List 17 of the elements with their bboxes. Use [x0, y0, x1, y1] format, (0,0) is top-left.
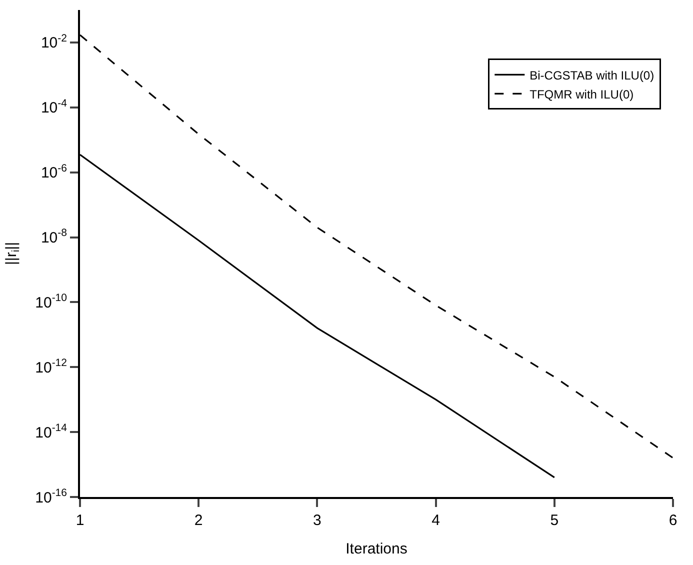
- x-tick-label: 5: [550, 512, 559, 529]
- x-tick-label: 1: [76, 512, 84, 529]
- x-tick-label: 6: [668, 512, 678, 529]
- legend-label: Bi-CGSTAB with ILU(0): [530, 68, 654, 82]
- y-tick-label: 10$^{-4}$: [40, 97, 68, 117]
- x-tick-label: 3: [313, 512, 322, 529]
- y-tick-label: 10$^{-16}$: [35, 486, 68, 506]
- y-tick-label: 10$^{-8}$: [40, 227, 68, 247]
- x-tick-label: 2: [194, 512, 203, 529]
- y-tick-label: 10$^{-6}$: [40, 162, 68, 182]
- y-tick-label: 10$^{-12}$: [35, 357, 68, 376]
- y-tick-label: 10$^{-2}$: [40, 32, 68, 52]
- legend-label: TFQMR with ILU(0): [530, 87, 634, 102]
- x-tick-label: 4: [432, 512, 440, 529]
- x-axis-title: Iterations: [346, 540, 408, 558]
- y-tick-label: 10$^{-10}$: [35, 292, 68, 312]
- y-tick-label: 10$^{-14}$: [35, 422, 68, 442]
